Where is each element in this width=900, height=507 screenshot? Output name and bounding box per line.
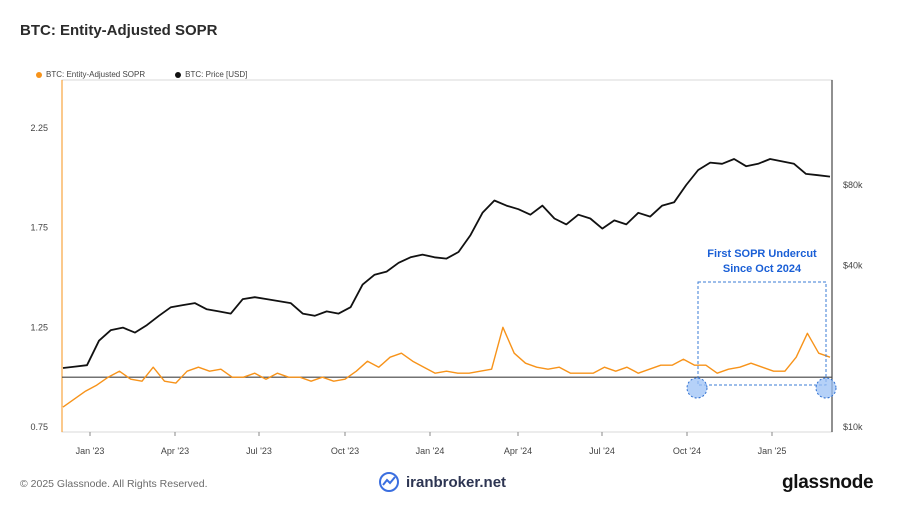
sopr-series-line [62,326,831,408]
legend-item-sopr[interactable]: BTC: Entity-Adjusted SOPR [36,70,145,79]
y-left-tick-label: 0.75 [30,422,48,432]
copyright: © 2025 Glassnode. All Rights Reserved. [20,478,208,490]
x-tick-label: Jan '23 [76,446,105,456]
x-tick-label: Apr '24 [504,446,532,456]
x-tick-label: Apr '23 [161,446,189,456]
annotation-line-1: First SOPR Undercut [707,248,817,260]
left-axis-ticks: 0.75 1.25 1.75 2.25 [30,123,48,432]
annotation-line-2: Since Oct 2024 [723,263,802,275]
x-axis-ticks: Jan '23 Apr '23 Jul '23 Oct '23 Jan '24 Apr '… [76,432,787,456]
y-right-tick-label: $10k [843,422,863,432]
y-left-tick-label: 2.25 [30,123,48,133]
legend-label-price: BTC: Price [USD] [185,70,248,79]
legend: BTC: Entity-Adjusted SOPR BTC: Price [US… [36,70,247,79]
x-tick-label: Jul '23 [246,446,272,456]
x-tick-label: Jan '25 [758,446,787,456]
trend-logo-icon [379,472,399,492]
watermark: iranbroker.net [378,472,506,492]
legend-swatch-sopr [36,71,42,78]
y-left-tick-label: 1.25 [30,322,48,332]
y-right-tick-label: $80k [843,180,863,190]
legend-swatch-price [175,71,182,78]
legend-item-price[interactable]: BTC: Price [USD] [175,70,247,79]
undercut-marker-latest [815,377,837,399]
x-tick-label: Oct '24 [673,446,701,456]
x-tick-label: Jul '24 [589,446,615,456]
y-left-tick-label: 1.75 [30,223,48,233]
right-axis-ticks: $10k $40k $80k [843,180,863,432]
annotation: First SOPR Undercut Since Oct 2024 [686,248,837,399]
legend-label-sopr: BTC: Entity-Adjusted SOPR [46,70,146,79]
undercut-marker-oct-2024 [686,377,708,399]
series-layer [62,158,831,408]
chart-title: BTC: Entity-Adjusted SOPR [20,22,218,39]
x-tick-label: Oct '23 [331,446,359,456]
brand-logo: glassnode [782,472,874,493]
y-right-tick-label: $40k [843,261,863,271]
x-tick-label: Jan '24 [416,446,445,456]
watermark-text: iranbroker.net [406,473,507,491]
annotation-box [697,281,827,386]
price-series-line [62,158,831,369]
